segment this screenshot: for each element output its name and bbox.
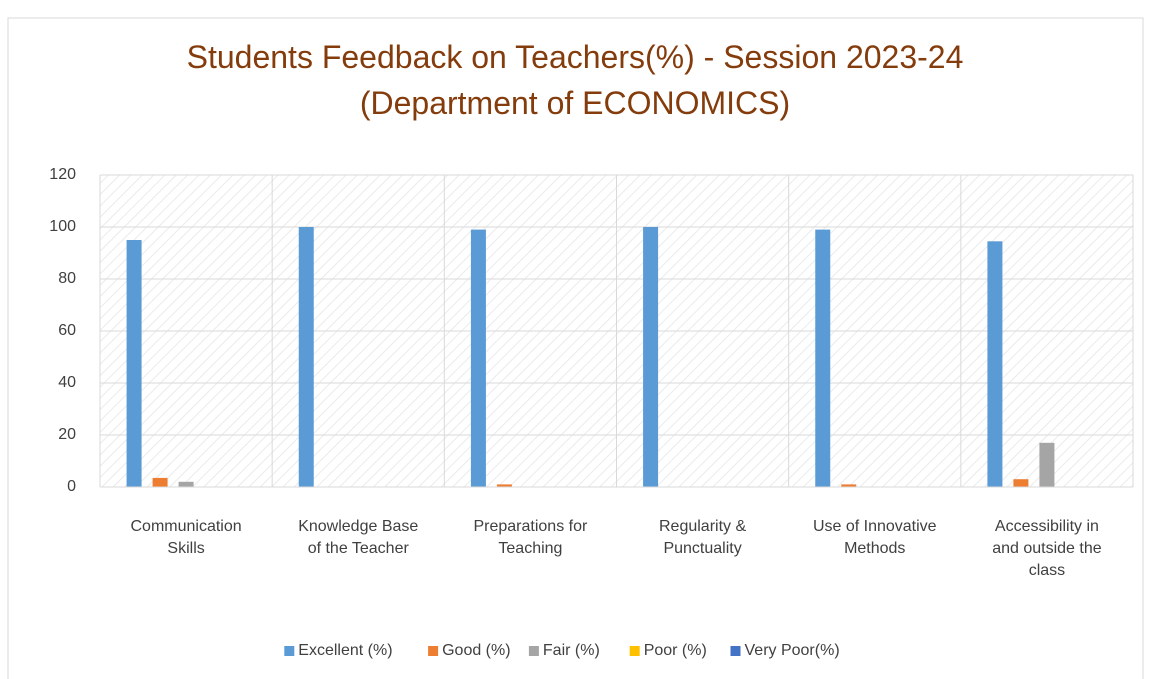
y-tick-label: 20 — [58, 426, 76, 443]
bar — [1013, 479, 1029, 487]
x-tick-label: Knowledge Base of the Teacher — [298, 518, 418, 557]
x-tick-label: Use of Innovative Methods — [813, 518, 937, 557]
x-tick-label: Regularity & Punctuality — [659, 518, 746, 557]
legend-swatch — [629, 646, 640, 656]
legend-label: Excellent (%) — [298, 642, 392, 659]
legend-label: Poor (%) — [644, 642, 707, 659]
bar — [815, 229, 831, 487]
bar — [152, 477, 168, 487]
bar — [126, 240, 142, 487]
bar — [643, 227, 659, 487]
y-tick-label: 80 — [58, 270, 76, 287]
bar — [470, 229, 486, 487]
y-tick-label: 120 — [49, 166, 76, 183]
x-tick-label: Preparations for Teaching — [473, 518, 588, 557]
x-tick-label: Accessibility in and outside the class — [992, 518, 1102, 579]
chart-title: Students Feedback on Teachers(%) - Sessi… — [187, 39, 964, 121]
bar — [841, 484, 857, 487]
legend-label: Fair (%) — [543, 642, 600, 659]
bar — [178, 481, 194, 487]
bar — [298, 227, 314, 487]
y-tick-label: 0 — [67, 478, 76, 495]
legend-swatch — [528, 646, 539, 656]
x-tick-label: Communication Skills — [131, 518, 242, 557]
legend-label: Good (%) — [442, 642, 510, 659]
y-tick-label: 40 — [58, 374, 76, 391]
bar — [496, 484, 512, 487]
legend-swatch — [428, 646, 439, 656]
legend-label: Very Poor(%) — [745, 642, 840, 659]
y-tick-label: 60 — [58, 322, 76, 339]
legend-swatch — [284, 646, 295, 656]
bar — [1039, 442, 1055, 487]
bar — [987, 241, 1003, 487]
legend-swatch — [730, 646, 741, 656]
y-tick-label: 100 — [49, 218, 76, 235]
